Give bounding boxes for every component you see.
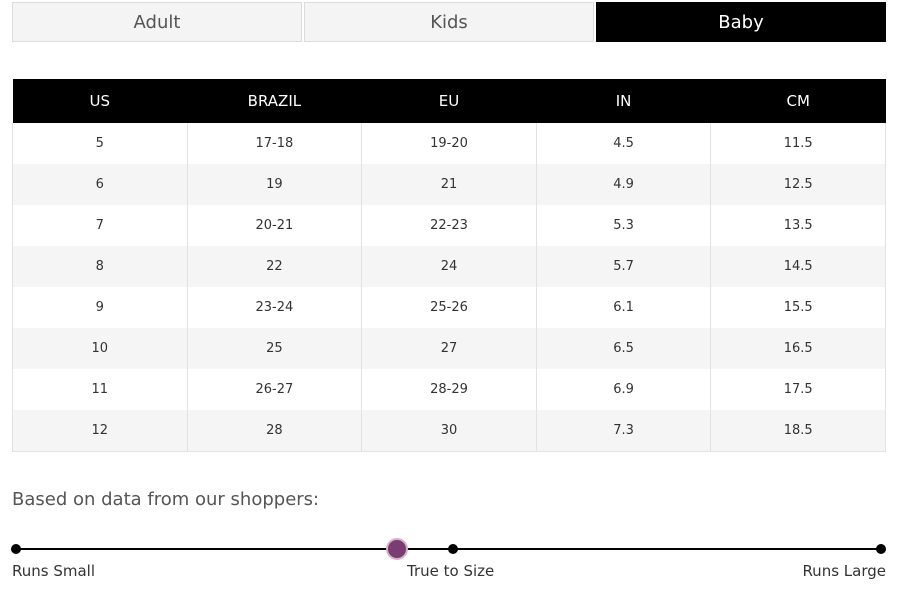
table-cell: 6 [12, 164, 188, 205]
table-cell: 22-23 [361, 205, 537, 246]
runs-small-dot [11, 544, 21, 554]
table-cell: 12.5 [710, 164, 886, 205]
table-cell: 20-21 [186, 205, 363, 246]
table-cell: 4.9 [535, 164, 712, 205]
table-cell: 15.5 [710, 287, 886, 328]
table-cell: 16.5 [710, 328, 886, 369]
table-cell: 30 [361, 410, 537, 452]
table-cell: 23-24 [186, 287, 363, 328]
table-cell: 17.5 [710, 369, 886, 410]
size-chart-table: US BRAZIL EU IN CM 5 17-18 19-20 4.5 11.… [12, 79, 886, 452]
fit-position-marker [385, 538, 408, 560]
table-cell: 9 [12, 287, 188, 328]
table-row: 9 23-24 25-26 6.1 15.5 [12, 287, 886, 328]
tab-baby[interactable]: Baby [596, 2, 886, 42]
table-cell: 10 [12, 328, 188, 369]
table-cell: 12 [12, 410, 188, 452]
column-header-in: IN [536, 79, 711, 123]
table-cell: 14.5 [710, 246, 886, 287]
table-cell: 28-29 [361, 369, 537, 410]
column-header-us: US [12, 79, 188, 123]
table-row: 10 25 27 6.5 16.5 [12, 328, 886, 369]
table-cell: 26-27 [186, 369, 363, 410]
true-to-size-label: True to Size [407, 562, 495, 580]
table-cell: 25-26 [361, 287, 537, 328]
table-row: 11 26-27 28-29 6.9 17.5 [12, 369, 886, 410]
tab-adult[interactable]: Adult [12, 2, 302, 42]
table-cell: 25 [186, 328, 363, 369]
table-cell: 8 [12, 246, 188, 287]
true-to-size-dot [448, 544, 458, 554]
table-cell: 11.5 [710, 123, 886, 164]
table-cell: 4.5 [535, 123, 712, 164]
table-cell: 11 [12, 369, 188, 410]
table-cell: 17-18 [186, 123, 363, 164]
column-header-cm: CM [710, 79, 886, 123]
runs-small-label: Runs Small [12, 562, 96, 580]
column-header-brazil: BRAZIL [187, 79, 362, 123]
shoppers-data-note: Based on data from our shoppers: [12, 489, 320, 510]
table-cell: 24 [361, 246, 537, 287]
table-cell: 28 [186, 410, 363, 452]
table-cell: 6.9 [535, 369, 712, 410]
table-cell: 7.3 [535, 410, 712, 452]
table-cell: 22 [186, 246, 363, 287]
table-cell: 19 [186, 164, 363, 205]
table-cell: 5.7 [535, 246, 712, 287]
table-row: 6 19 21 4.9 12.5 [12, 164, 886, 205]
table-row: 12 28 30 7.3 18.5 [12, 410, 886, 452]
runs-large-dot [876, 544, 886, 554]
table-row: 7 20-21 22-23 5.3 13.5 [12, 205, 886, 246]
table-cell: 19-20 [361, 123, 537, 164]
fit-scale: Runs Small True to Size Runs Large [0, 530, 900, 590]
table-cell: 6.5 [535, 328, 712, 369]
table-cell: 21 [361, 164, 537, 205]
tab-kids[interactable]: Kids [304, 2, 594, 42]
column-header-eu: EU [361, 79, 537, 123]
table-cell: 27 [361, 328, 537, 369]
table-cell: 5.3 [535, 205, 712, 246]
table-row: 5 17-18 19-20 4.5 11.5 [12, 123, 886, 164]
table-cell: 6.1 [535, 287, 712, 328]
runs-large-label: Runs Large [802, 562, 886, 580]
size-category-tabs: Adult Kids Baby [12, 2, 886, 42]
table-cell: 18.5 [710, 410, 886, 452]
table-cell: 7 [12, 205, 188, 246]
table-cell: 5 [12, 123, 188, 164]
table-row: 8 22 24 5.7 14.5 [12, 246, 886, 287]
table-cell: 13.5 [710, 205, 886, 246]
table-header-row: US BRAZIL EU IN CM [12, 79, 886, 123]
